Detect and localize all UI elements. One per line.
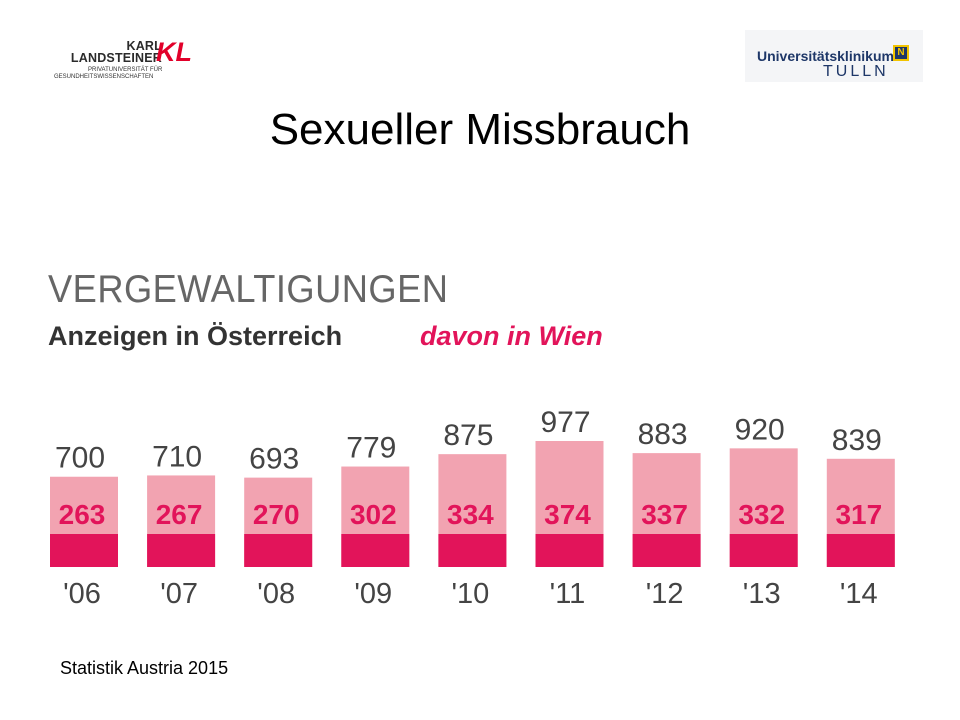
bar-vienna-3 xyxy=(341,534,410,567)
value-label-vienna-2: 270 xyxy=(253,499,300,530)
logo-text-universitaetsklinikum: Universitätsklinikum xyxy=(757,48,894,64)
value-label-vienna-4: 334 xyxy=(447,499,494,530)
value-label-total-5: 977 xyxy=(540,406,590,439)
value-label-vienna-5: 374 xyxy=(544,499,591,530)
value-label-vienna-6: 337 xyxy=(641,499,688,530)
bar-total-0 xyxy=(50,476,118,567)
legend-davon-in-wien: davon in Wien xyxy=(420,321,603,351)
x-tick-label-8: '14 xyxy=(840,578,878,610)
value-label-vienna-8: 317 xyxy=(835,499,882,530)
bar-total-1 xyxy=(147,475,216,567)
kl-logo-mark: KL xyxy=(156,37,192,67)
value-label-vienna-1: 267 xyxy=(156,499,203,530)
bar-vienna-8 xyxy=(826,534,895,567)
logo-subtext-1: PRIVATUNIVERSITÄT FÜR xyxy=(88,67,163,73)
chart-title: VERGEWALTIGUNGEN xyxy=(48,268,449,311)
source-note: Statistik Austria 2015 xyxy=(60,658,229,678)
universitaetsklinikum-tulln-logo: Universitätsklinikum TULLN N xyxy=(745,30,923,82)
bar-vienna-0 xyxy=(50,534,118,567)
bar-total-8 xyxy=(826,458,895,567)
bar-vienna-4 xyxy=(438,534,507,567)
noe-badge-icon: N xyxy=(893,45,909,61)
bar-total-5 xyxy=(535,441,604,567)
value-label-vienna-7: 332 xyxy=(738,499,785,530)
logo-text-tulln: TULLN xyxy=(823,63,889,80)
slide-title: Sexueller Missbrauch xyxy=(269,105,691,154)
x-tick-label-1: '07 xyxy=(160,578,198,610)
bar-vienna-5 xyxy=(535,534,604,567)
x-tick-label-3: '09 xyxy=(354,578,392,610)
logo-text-karl: KARL xyxy=(126,39,162,53)
value-label-total-8: 839 xyxy=(832,424,882,457)
bar-total-3 xyxy=(341,466,410,567)
bar-total-4 xyxy=(438,454,507,567)
x-tick-label-0: '06 xyxy=(63,578,101,610)
x-tick-label-7: '13 xyxy=(743,578,781,610)
x-tick-label-4: '10 xyxy=(452,578,490,610)
bar-vienna-6 xyxy=(632,534,701,567)
value-label-vienna-3: 302 xyxy=(350,499,397,530)
badge-letter: N xyxy=(897,47,905,58)
value-label-total-6: 883 xyxy=(638,418,688,451)
value-label-vienna-0: 263 xyxy=(59,499,106,530)
bar-vienna-7 xyxy=(729,534,798,567)
value-label-total-3: 779 xyxy=(346,432,396,465)
logo-subtext-2: GESUNDHEITSWISSENSCHAFTEN xyxy=(54,73,154,80)
x-tick-label-2: '08 xyxy=(257,578,295,610)
value-label-total-7: 920 xyxy=(735,413,785,446)
bar-total-6 xyxy=(632,453,701,567)
bar-total-2 xyxy=(244,477,313,567)
x-tick-label-6: '12 xyxy=(646,578,684,610)
bar-vienna-2 xyxy=(244,534,313,567)
bar-vienna-1 xyxy=(147,534,216,567)
chart-subtitle: Anzeigen in Österreich xyxy=(48,321,343,351)
x-tick-label-5: '11 xyxy=(550,578,586,610)
value-label-total-4: 875 xyxy=(443,419,493,452)
logo-text-landsteiner: LANDSTEINER xyxy=(70,51,162,65)
value-label-total-0: 700 xyxy=(55,442,105,475)
value-label-total-2: 693 xyxy=(249,443,299,476)
value-label-total-1: 710 xyxy=(152,440,202,473)
bar-total-7 xyxy=(729,448,798,567)
karl-landsteiner-logo: KARL LANDSTEINER PRIVATUNIVERSITÄT FÜR G… xyxy=(50,36,200,86)
